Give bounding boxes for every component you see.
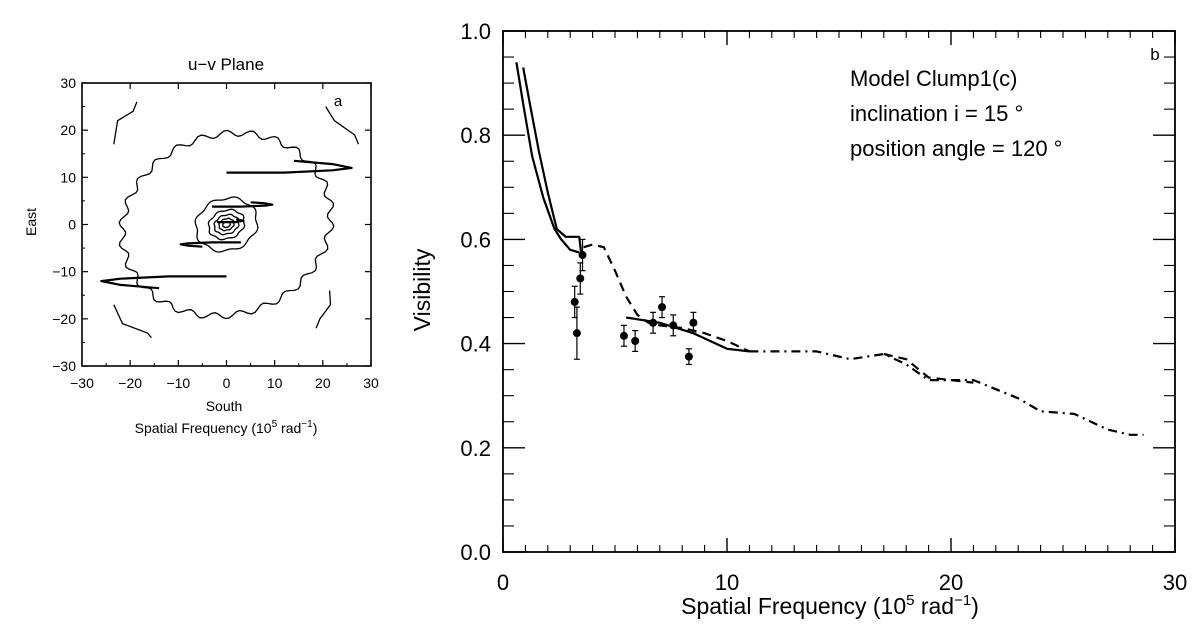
model-curve-dashed (583, 243, 750, 353)
panel-b-xtick-label: 20 (939, 570, 963, 595)
panel-a-ytick-label: −10 (52, 264, 76, 280)
outer-contour-arc (315, 290, 332, 329)
panel-a-ytick-label: −20 (52, 311, 76, 327)
data-point (619, 331, 628, 340)
panel-b-xtick-label: 0 (497, 570, 509, 595)
panel-a-xlabel2: Spatial Frequency (105 rad−1) (135, 419, 318, 436)
model-curve-solid (515, 62, 580, 254)
panel-a-xtick-label: −20 (118, 375, 142, 391)
panel-b-xlabel: Spatial Frequency (105 rad−1) (681, 592, 979, 619)
panel-b-annotation-model: Model Clump1(c) (850, 66, 1018, 91)
panel-a-xtick-label: 20 (315, 375, 331, 391)
outer-contour-arc (113, 304, 152, 339)
data-point (576, 274, 585, 283)
contour-level-4 (213, 213, 240, 236)
data-point (631, 336, 640, 345)
contour-level-1 (118, 129, 335, 320)
panel-b-xtick-label: 30 (1163, 570, 1187, 595)
uv-track (216, 218, 245, 224)
data-point (578, 251, 587, 260)
contour-level-2 (194, 196, 259, 253)
panel-b-ytick-label: 0.0 (460, 540, 491, 565)
model-curve-solid (626, 316, 750, 353)
data-point (684, 352, 693, 361)
panel-a-ytick-label: 0 (68, 217, 76, 233)
panel-b-ytick-label: 0.2 (460, 436, 491, 461)
contour-level-5 (218, 217, 235, 232)
panel-a-ytick-label: 20 (60, 122, 76, 138)
panel-a-title: u−v Plane (188, 55, 264, 74)
panel-b-label: b (1150, 45, 1159, 64)
panel-a-xtick-label: 10 (267, 375, 283, 391)
panel-a: u−v Plane a South Spatial Frequency (105… (23, 55, 379, 436)
panel-b-xtick-label: 10 (715, 570, 739, 595)
outer-contour-arc (325, 106, 360, 145)
panel-b-annotation-inclination: inclination i = 15 ° (850, 101, 1023, 126)
panel-a-ytick-label: 10 (60, 169, 76, 185)
panel-b-ytick-label: 0.6 (460, 227, 491, 252)
panel-a-ytick-label: −30 (52, 358, 76, 374)
panel-b-ytick-label: 0.4 (460, 332, 491, 357)
panel-a-frame (81, 82, 372, 367)
model-curve-solid (522, 67, 583, 256)
model-curve-dash-dot (749, 350, 1144, 436)
data-point (572, 329, 581, 338)
panel-a-xtick-label: −10 (166, 375, 190, 391)
model-curve-dashed (883, 352, 974, 384)
data-point (658, 303, 667, 312)
panel-b-ytick-label: 1.0 (460, 19, 491, 44)
data-point (649, 318, 658, 327)
uv-track (226, 159, 353, 174)
panel-a-xtick-label: −30 (70, 375, 94, 391)
panel-a-xlabel: South (206, 398, 243, 414)
panel-a-ytick-label: 30 (60, 75, 76, 91)
panel-a-xtick-label: 0 (223, 375, 231, 391)
contour-level-3 (207, 208, 246, 241)
data-point (570, 297, 579, 306)
panel-b-annotation-position-angle: position angle = 120 ° (850, 136, 1062, 161)
panel-a-xtick-label: 30 (363, 375, 379, 391)
uv-track (100, 275, 227, 290)
outer-contour-arc (113, 101, 138, 145)
panel-b-ytick-label: 0.8 (460, 123, 491, 148)
panel-b-frame (502, 30, 1176, 553)
uv-track (179, 241, 241, 248)
panel-a-label: a (334, 93, 343, 110)
data-point (669, 321, 678, 330)
uv-track (212, 201, 274, 208)
panel-a-ylabel: East (23, 208, 39, 236)
panel-b: b Spatial Frequency (105 rad−1) Visibili… (409, 19, 1187, 619)
panel-b-ylabel: Visibility (409, 248, 435, 331)
data-point (689, 318, 698, 327)
